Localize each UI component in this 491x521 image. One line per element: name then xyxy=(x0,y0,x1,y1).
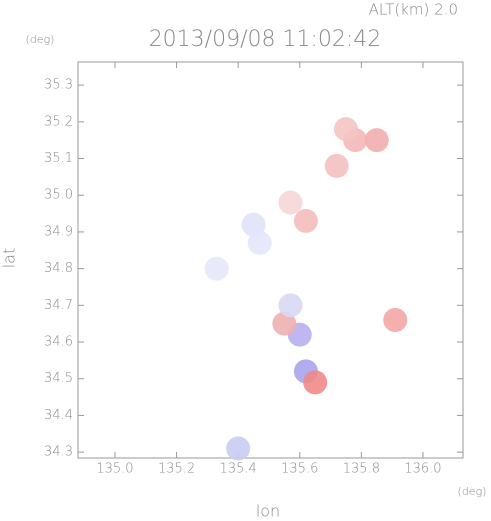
echo xyxy=(204,256,229,281)
y-axis-label: lat xyxy=(0,248,19,269)
x-tick-label: 135.8 xyxy=(343,462,380,477)
echo xyxy=(293,208,318,233)
echo xyxy=(333,117,358,142)
echo xyxy=(278,293,303,318)
x-axis-label: lon xyxy=(256,502,280,521)
echo xyxy=(383,308,408,333)
plot-frame xyxy=(77,61,464,459)
chart-title: 2013/09/08 11:02:42 xyxy=(149,27,382,52)
altitude: ALT(km) 2.0 xyxy=(369,1,458,19)
x-tick-label: 135.2 xyxy=(158,462,195,477)
y-tick-label: 34.7 xyxy=(44,298,73,313)
y-tick-label: 34.8 xyxy=(44,261,73,276)
x-tick-label: 135.6 xyxy=(281,462,318,477)
y-tick-label: 34.6 xyxy=(44,335,73,350)
y-tick-label: 34.5 xyxy=(44,371,73,386)
y-tick-label: 34.9 xyxy=(44,224,73,239)
echo xyxy=(247,230,272,255)
echo xyxy=(364,128,389,153)
echo xyxy=(303,370,328,395)
echo xyxy=(278,190,303,215)
x-tick-label: 136.0 xyxy=(404,462,441,477)
echo xyxy=(226,436,251,461)
y-tick-label: 35.2 xyxy=(44,114,73,129)
x-tick-label: 135.0 xyxy=(96,462,133,477)
y-unit: (deg) xyxy=(26,33,55,46)
echo xyxy=(241,212,266,237)
echo xyxy=(272,311,297,336)
y-tick-label: 35.0 xyxy=(44,188,73,203)
y-tick-label: 34.4 xyxy=(44,408,73,423)
y-tick-label: 35.1 xyxy=(44,151,73,166)
x-tick-label: 135.4 xyxy=(220,462,257,477)
echo xyxy=(324,153,349,178)
x-unit: (deg) xyxy=(458,485,487,498)
y-tick-label: 34.3 xyxy=(44,445,73,460)
y-tick-label: 35.3 xyxy=(44,78,73,93)
